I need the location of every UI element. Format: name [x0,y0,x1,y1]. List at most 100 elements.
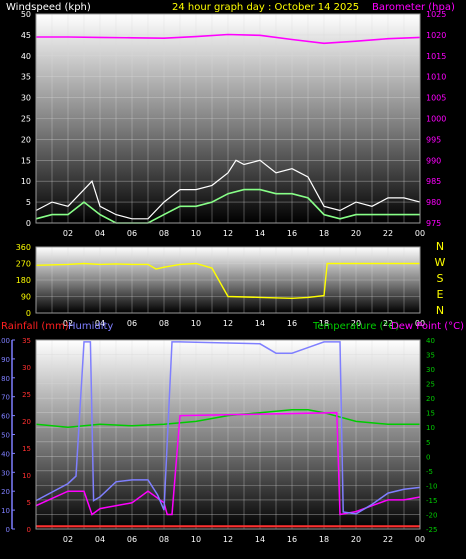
x-tick-label: 16 [287,535,297,544]
x-tick-label: 14 [255,535,265,544]
temperature-tick: 0 [426,453,430,461]
x-tick-label: 16 [287,319,297,328]
x-tick-label: 18 [319,229,329,238]
x-tick-label: 04 [95,229,105,238]
humidity-tick: 80 [1,375,10,383]
x-tick-label: 22 [383,229,393,238]
temperature-tick: 15 [426,410,435,418]
windspeed-tick: 50 [21,10,31,19]
x-tick-label: 10 [191,229,201,238]
windspeed-tick: 5 [26,198,31,207]
x-tick-label: 22 [383,319,393,328]
compass-label: E [437,288,444,301]
x-tick-label: 20 [351,319,361,328]
rain-tick: 0 [27,526,31,534]
x-tick-label: 12 [223,229,233,238]
barometer-tick: 995 [426,135,441,144]
compass-label: N [436,240,444,253]
barometer-tick: 980 [426,198,441,207]
temperature-tick: -25 [426,526,437,534]
humidity-tick: 50 [1,432,10,440]
x-tick-label: 06 [127,535,137,544]
barometer-tick: 1000 [426,115,446,124]
windspeed-tick: 45 [21,31,31,40]
x-tick-label: 14 [255,229,265,238]
barometer-tick: 975 [426,219,441,228]
x-tick-label: 12 [223,319,233,328]
series-gust [35,159,421,220]
direction-tick: 270 [16,260,31,269]
temperature-tick: 10 [426,424,435,432]
windspeed-tick: 30 [21,94,31,103]
x-tick-label: 08 [159,535,169,544]
barometer-tick: 990 [426,156,441,165]
temperature-tick: 35 [426,352,435,360]
x-tick-label: 08 [159,319,169,328]
compass-label: W [435,256,446,269]
humidity-tick: 90 [1,356,10,364]
rainfall-label: Rainfall (mm) [1,321,69,332]
x-tick-label: 10 [191,535,201,544]
windspeed-label: Windspeed (kph) [6,2,91,13]
x-tick-label: 20 [351,229,361,238]
rain-tick: 35 [22,337,31,345]
temperature-tick: 30 [426,366,435,374]
x-tick-label: 00 [415,319,425,328]
temperature-tick: 25 [426,381,435,389]
series-average [35,188,420,224]
x-tick-label: 04 [95,319,105,328]
series-dew-point [35,411,421,516]
series-humidity [35,341,421,515]
x-tick-label: 02 [63,319,73,328]
temperature-tick: -20 [426,511,437,519]
x-tick-label: 16 [287,229,297,238]
temperature-tick: -5 [426,468,433,476]
compass-label: S [437,272,444,285]
windspeed-tick: 15 [21,156,31,165]
x-tick-label: 04 [95,535,105,544]
rain-tick: 5 [27,499,31,507]
x-tick-label: 02 [63,535,73,544]
direction-tick: 360 [16,243,31,252]
direction-tick: 90 [21,293,31,302]
humidity-tick: 40 [1,450,10,458]
barometer-tick: 1010 [426,73,446,82]
plot-frame-3 [35,339,421,530]
barometer-tick: 1005 [426,94,446,103]
x-tick-label: 00 [415,535,425,544]
windspeed-tick: 40 [21,52,31,61]
x-tick-label: 02 [63,229,73,238]
x-tick-label: 14 [255,319,265,328]
barometer-tick: 1020 [426,31,446,40]
plot-frame-1 [35,13,421,224]
rain-tick: 20 [22,418,31,426]
series-barometer [36,33,421,45]
rain-tick: 25 [22,391,31,399]
x-tick-label: 12 [223,535,233,544]
humidity-tick: 70 [1,394,10,402]
x-tick-label: 06 [127,319,137,328]
rain-tick: 10 [22,472,31,480]
rain-tick: 30 [22,364,31,372]
barometer-tick: 1015 [426,52,446,61]
x-tick-label: 18 [319,535,329,544]
windspeed-tick: 25 [21,115,31,124]
temperature-tick: -15 [426,497,437,505]
humidity-tick: 20 [1,488,10,496]
temperature-label: Temperature (°C) [312,321,399,332]
humidity-label: Humidity [68,321,113,332]
temperature-tick: 5 [426,439,430,447]
humidity-tick: 0 [6,526,10,534]
humidity-tick: 10 [1,507,10,515]
x-tick-label: 22 [383,535,393,544]
rain-tick: 15 [22,445,31,453]
x-tick-label: 08 [159,229,169,238]
humidity-tick: 100 [0,337,10,345]
temperature-tick: 20 [426,395,435,403]
plot-frame-2 [35,246,421,314]
direction-tick: 0 [26,309,31,318]
x-tick-label: 18 [319,319,329,328]
x-tick-label: 20 [351,535,361,544]
windspeed-tick: 0 [26,219,31,228]
